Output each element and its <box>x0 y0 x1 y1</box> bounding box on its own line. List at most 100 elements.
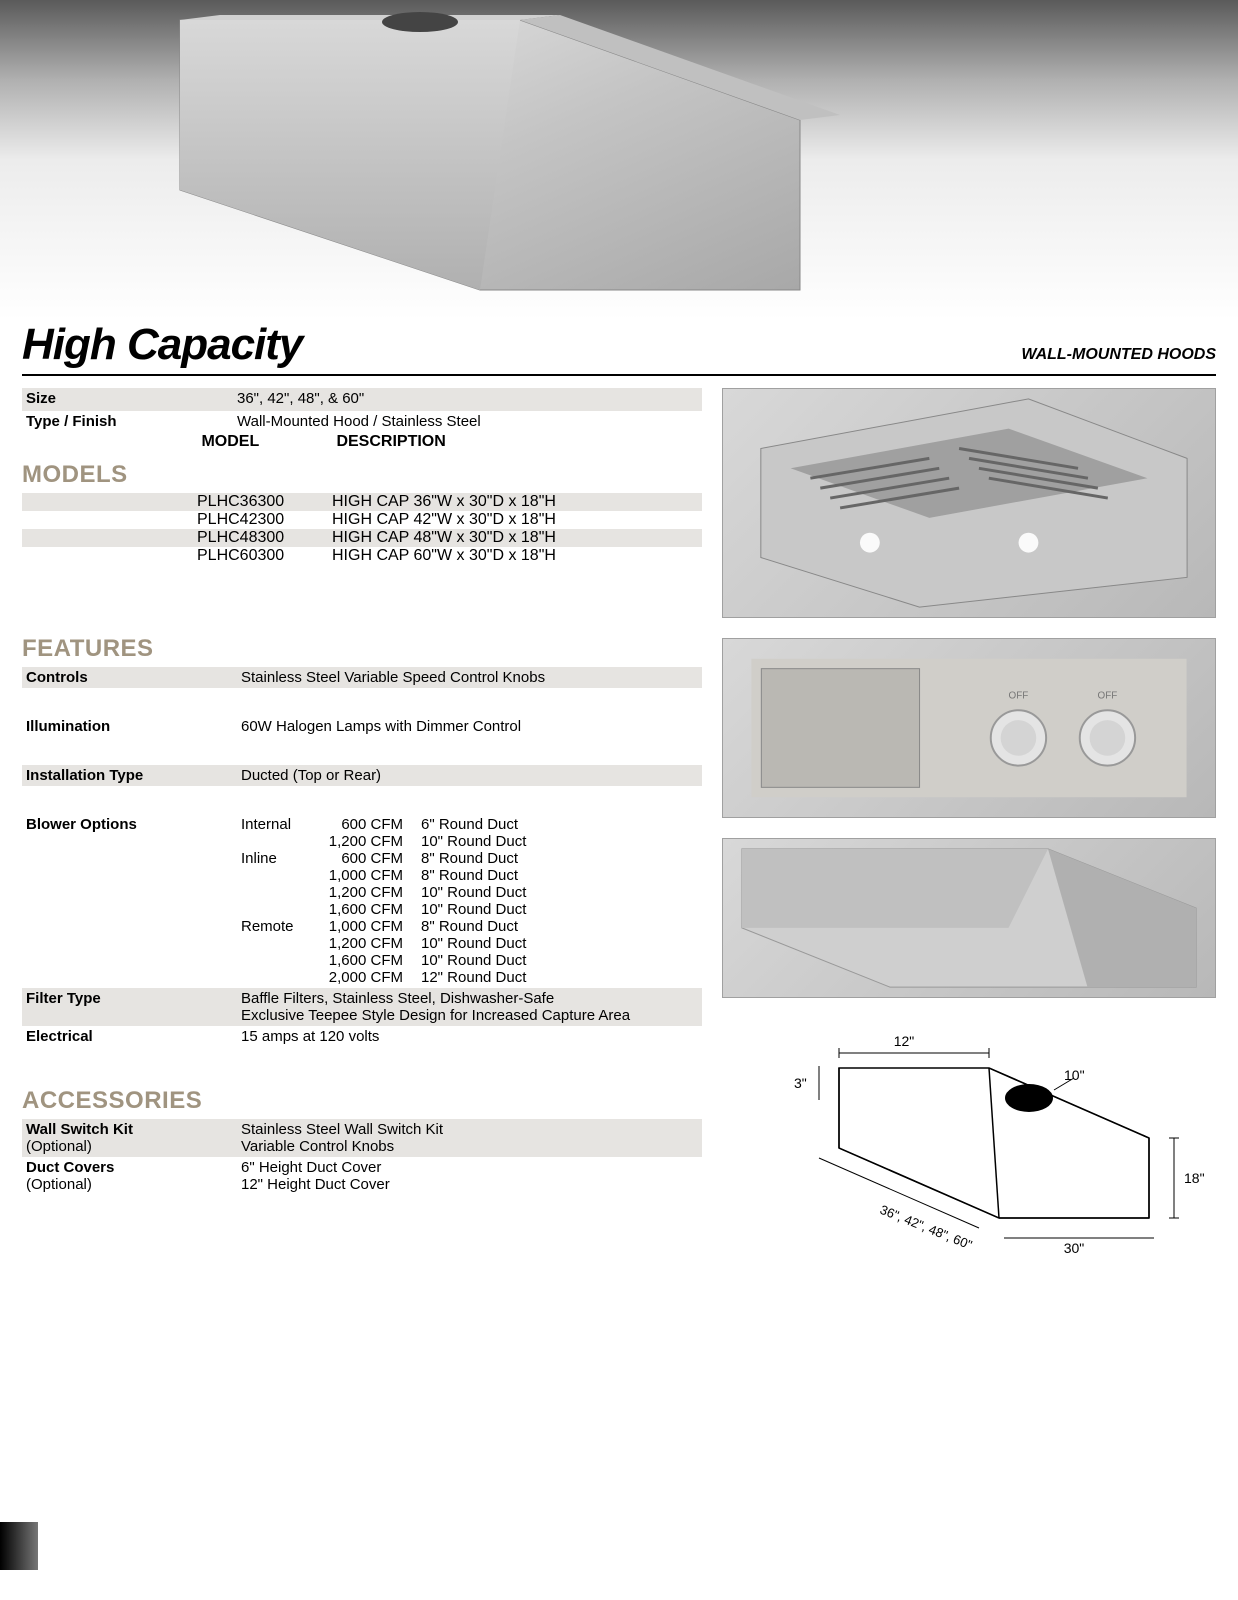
right-column: OFF OFF <box>722 388 1216 1278</box>
blower-option: 1,600 CFM10" Round Duct <box>241 952 702 969</box>
blower-cfm: 1,000 CFM <box>321 867 421 884</box>
model-row: PLHC36300HIGH CAP 36"W x 30"D x 18"H <box>22 493 702 511</box>
duct-covers-line2: 12" Height Duct Cover <box>241 1176 702 1193</box>
spec-label: Type / Finish <box>22 411 237 434</box>
feature-blower: Blower Options Internal600 CFM6" Round D… <box>22 814 702 988</box>
features-heading: FEATURES <box>22 635 702 663</box>
blower-type <box>241 969 321 986</box>
blower-option: 1,600 CFM10" Round Duct <box>241 901 702 918</box>
models-heading: MODELS <box>22 461 197 489</box>
dim-height: 18" <box>1184 1170 1205 1186</box>
title-row: High Capacity WALL-MOUNTED HOODS <box>22 320 1216 376</box>
col-desc-header: DESCRIPTION <box>336 433 445 451</box>
dim-top: 12" <box>894 1033 915 1049</box>
controls-value: Stainless Steel Variable Speed Control K… <box>241 669 702 686</box>
dim-depth: 30" <box>1064 1240 1085 1256</box>
blower-type <box>241 867 321 884</box>
illumination-value: 60W Halogen Lamps with Dimmer Control <box>241 718 702 735</box>
filter-label: Filter Type <box>26 990 241 1024</box>
svg-text:OFF: OFF <box>1098 690 1118 701</box>
product-underside-image <box>722 388 1216 618</box>
dim-widths: 36", 42", 48", 60" <box>878 1202 975 1253</box>
installation-value: Ducted (Top or Rear) <box>241 767 702 784</box>
blower-option: 1,000 CFM8" Round Duct <box>241 867 702 884</box>
blower-duct: 10" Round Duct <box>421 901 702 918</box>
blower-cfm: 1,200 CFM <box>321 935 421 952</box>
duct-covers-line1: 6" Height Duct Cover <box>241 1159 702 1176</box>
installation-label: Installation Type <box>26 767 241 784</box>
wall-switch-line1: Stainless Steel Wall Switch Kit <box>241 1121 702 1138</box>
blower-duct: 10" Round Duct <box>421 884 702 901</box>
dim-left: 3" <box>794 1075 807 1091</box>
blower-cfm: 1,200 CFM <box>321 884 421 901</box>
blower-duct: 8" Round Duct <box>421 918 702 935</box>
feature-controls: Controls Stainless Steel Variable Speed … <box>22 667 702 688</box>
controls-label: Controls <box>26 669 241 686</box>
blower-duct: 10" Round Duct <box>421 833 702 850</box>
wall-switch-optional: (Optional) <box>26 1138 92 1155</box>
page-title: High Capacity <box>22 320 302 370</box>
model-code: PLHC48300 <box>197 529 332 547</box>
blower-cfm: 600 CFM <box>321 816 421 833</box>
wall-switch-line2: Variable Control Knobs <box>241 1138 702 1155</box>
blower-option: 1,200 CFM10" Round Duct <box>241 833 702 850</box>
blower-type <box>241 952 321 969</box>
feature-filter: Filter Type Baffle Filters, Stainless St… <box>22 988 702 1026</box>
blower-duct: 10" Round Duct <box>421 952 702 969</box>
spec-label: Size <box>22 388 237 411</box>
model-desc: HIGH CAP 42"W x 30"D x 18"H <box>332 511 556 529</box>
illumination-label: Illumination <box>26 718 241 735</box>
feature-illumination: Illumination 60W Halogen Lamps with Dimm… <box>22 716 702 737</box>
blower-cfm: 600 CFM <box>321 850 421 867</box>
blower-type: Internal <box>241 816 321 833</box>
wall-switch-label: Wall Switch Kit <box>26 1121 133 1138</box>
model-desc: HIGH CAP 48"W x 30"D x 18"H <box>332 529 556 547</box>
duct-covers-optional: (Optional) <box>26 1176 92 1193</box>
blower-duct: 10" Round Duct <box>421 935 702 952</box>
electrical-label: Electrical <box>26 1028 241 1045</box>
blower-type: Remote <box>241 918 321 935</box>
model-code: PLHC60300 <box>197 547 332 565</box>
duct-covers-label: Duct Covers <box>26 1159 114 1176</box>
control-knobs-image: OFF OFF <box>722 638 1216 818</box>
product-hero-image <box>160 10 860 310</box>
corner-detail-image <box>722 838 1216 998</box>
page-subtitle: WALL-MOUNTED HOODS <box>1021 346 1216 364</box>
filter-line2: Exclusive Teepee Style Design for Increa… <box>241 1007 702 1024</box>
blower-duct: 6" Round Duct <box>421 816 702 833</box>
model-desc: HIGH CAP 36"W x 30"D x 18"H <box>332 493 556 511</box>
accessory-wall-switch: Wall Switch Kit (Optional) Stainless Ste… <box>22 1119 702 1157</box>
model-desc: HIGH CAP 60"W x 30"D x 18"H <box>332 547 556 565</box>
accessories-heading: ACCESSORIES <box>22 1087 702 1115</box>
blower-duct: 8" Round Duct <box>421 867 702 884</box>
blower-type: Inline <box>241 850 321 867</box>
model-row: PLHC48300HIGH CAP 48"W x 30"D x 18"H <box>22 529 702 547</box>
svg-text:OFF: OFF <box>1009 690 1029 701</box>
dim-hole: 10" <box>1064 1067 1085 1083</box>
blower-label: Blower Options <box>26 816 241 986</box>
filter-line1: Baffle Filters, Stainless Steel, Dishwas… <box>241 990 702 1007</box>
blower-cfm: 1,600 CFM <box>321 901 421 918</box>
hero-area <box>0 0 1238 320</box>
blower-cfm: 2,000 CFM <box>321 969 421 986</box>
spec-value: Wall-Mounted Hood / Stainless Steel <box>237 411 702 434</box>
accessory-duct-covers: Duct Covers (Optional) 6" Height Duct Co… <box>22 1157 702 1195</box>
blower-cfm: 1,600 CFM <box>321 952 421 969</box>
feature-electrical: Electrical 15 amps at 120 volts <box>22 1026 702 1047</box>
blower-type <box>241 833 321 850</box>
model-row: PLHC42300HIGH CAP 42"W x 30"D x 18"H <box>22 511 702 529</box>
feature-installation: Installation Type Ducted (Top or Rear) <box>22 765 702 786</box>
blower-type <box>241 884 321 901</box>
blower-type <box>241 935 321 952</box>
blower-option: 1,200 CFM10" Round Duct <box>241 884 702 901</box>
blower-option: 1,200 CFM10" Round Duct <box>241 935 702 952</box>
model-row: PLHC60300HIGH CAP 60"W x 30"D x 18"H <box>22 547 702 565</box>
blower-duct: 8" Round Duct <box>421 850 702 867</box>
spec-value: 36", 42", 48", & 60" <box>237 388 702 411</box>
model-code: PLHC42300 <box>197 511 332 529</box>
spec-row: Type / FinishWall-Mounted Hood / Stainle… <box>22 411 702 434</box>
blower-option: Internal600 CFM6" Round Duct <box>241 816 702 833</box>
electrical-value: 15 amps at 120 volts <box>241 1028 702 1045</box>
blower-option: 2,000 CFM12" Round Duct <box>241 969 702 986</box>
models-table-header: MODEL DESCRIPTION <box>201 433 691 451</box>
